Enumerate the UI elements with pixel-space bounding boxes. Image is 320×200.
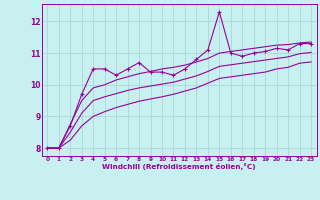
X-axis label: Windchill (Refroidissement éolien,°C): Windchill (Refroidissement éolien,°C) bbox=[102, 163, 256, 170]
